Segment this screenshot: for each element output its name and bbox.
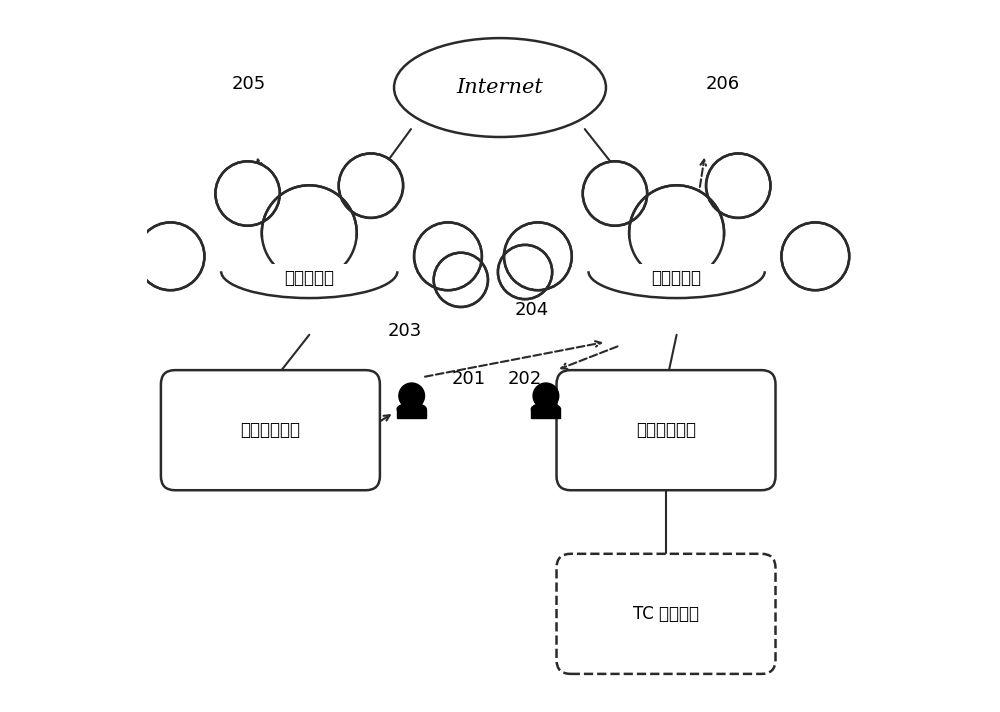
Circle shape <box>781 222 849 290</box>
Text: 204: 204 <box>515 301 549 319</box>
Bar <box>221 257 397 300</box>
Ellipse shape <box>617 222 736 300</box>
Bar <box>588 257 765 300</box>
Circle shape <box>339 154 403 218</box>
Text: 第一传输单元: 第一传输单元 <box>240 422 300 439</box>
Circle shape <box>498 245 552 299</box>
Ellipse shape <box>397 403 426 415</box>
Text: 第二传输单元: 第二传输单元 <box>636 422 696 439</box>
Bar <box>397 409 426 418</box>
Text: TC 调度模块: TC 调度模块 <box>633 605 699 623</box>
Circle shape <box>583 162 647 226</box>
Circle shape <box>399 383 425 409</box>
Circle shape <box>865 245 920 299</box>
Circle shape <box>414 222 482 290</box>
Ellipse shape <box>221 244 397 298</box>
Ellipse shape <box>588 244 765 298</box>
Circle shape <box>215 162 280 226</box>
Circle shape <box>629 185 724 281</box>
Circle shape <box>533 383 559 409</box>
FancyBboxPatch shape <box>557 554 776 674</box>
Circle shape <box>706 154 770 218</box>
Text: 202: 202 <box>508 370 542 387</box>
Text: 203: 203 <box>388 323 422 340</box>
Ellipse shape <box>394 38 606 137</box>
Bar <box>531 409 560 418</box>
Text: 异构接入网: 异构接入网 <box>284 269 334 287</box>
Ellipse shape <box>250 222 369 300</box>
Circle shape <box>504 222 572 290</box>
Circle shape <box>66 253 121 307</box>
FancyBboxPatch shape <box>557 370 776 491</box>
Circle shape <box>137 222 204 290</box>
Circle shape <box>434 253 488 307</box>
Bar <box>575 264 778 313</box>
Text: 205: 205 <box>232 75 266 93</box>
Ellipse shape <box>531 403 560 415</box>
Text: 异构接入网: 异构接入网 <box>652 269 702 287</box>
Bar <box>208 264 411 313</box>
FancyBboxPatch shape <box>161 370 380 491</box>
Text: 206: 206 <box>705 75 740 93</box>
Text: 201: 201 <box>451 370 485 387</box>
Text: Internet: Internet <box>457 78 543 97</box>
Circle shape <box>262 185 357 281</box>
